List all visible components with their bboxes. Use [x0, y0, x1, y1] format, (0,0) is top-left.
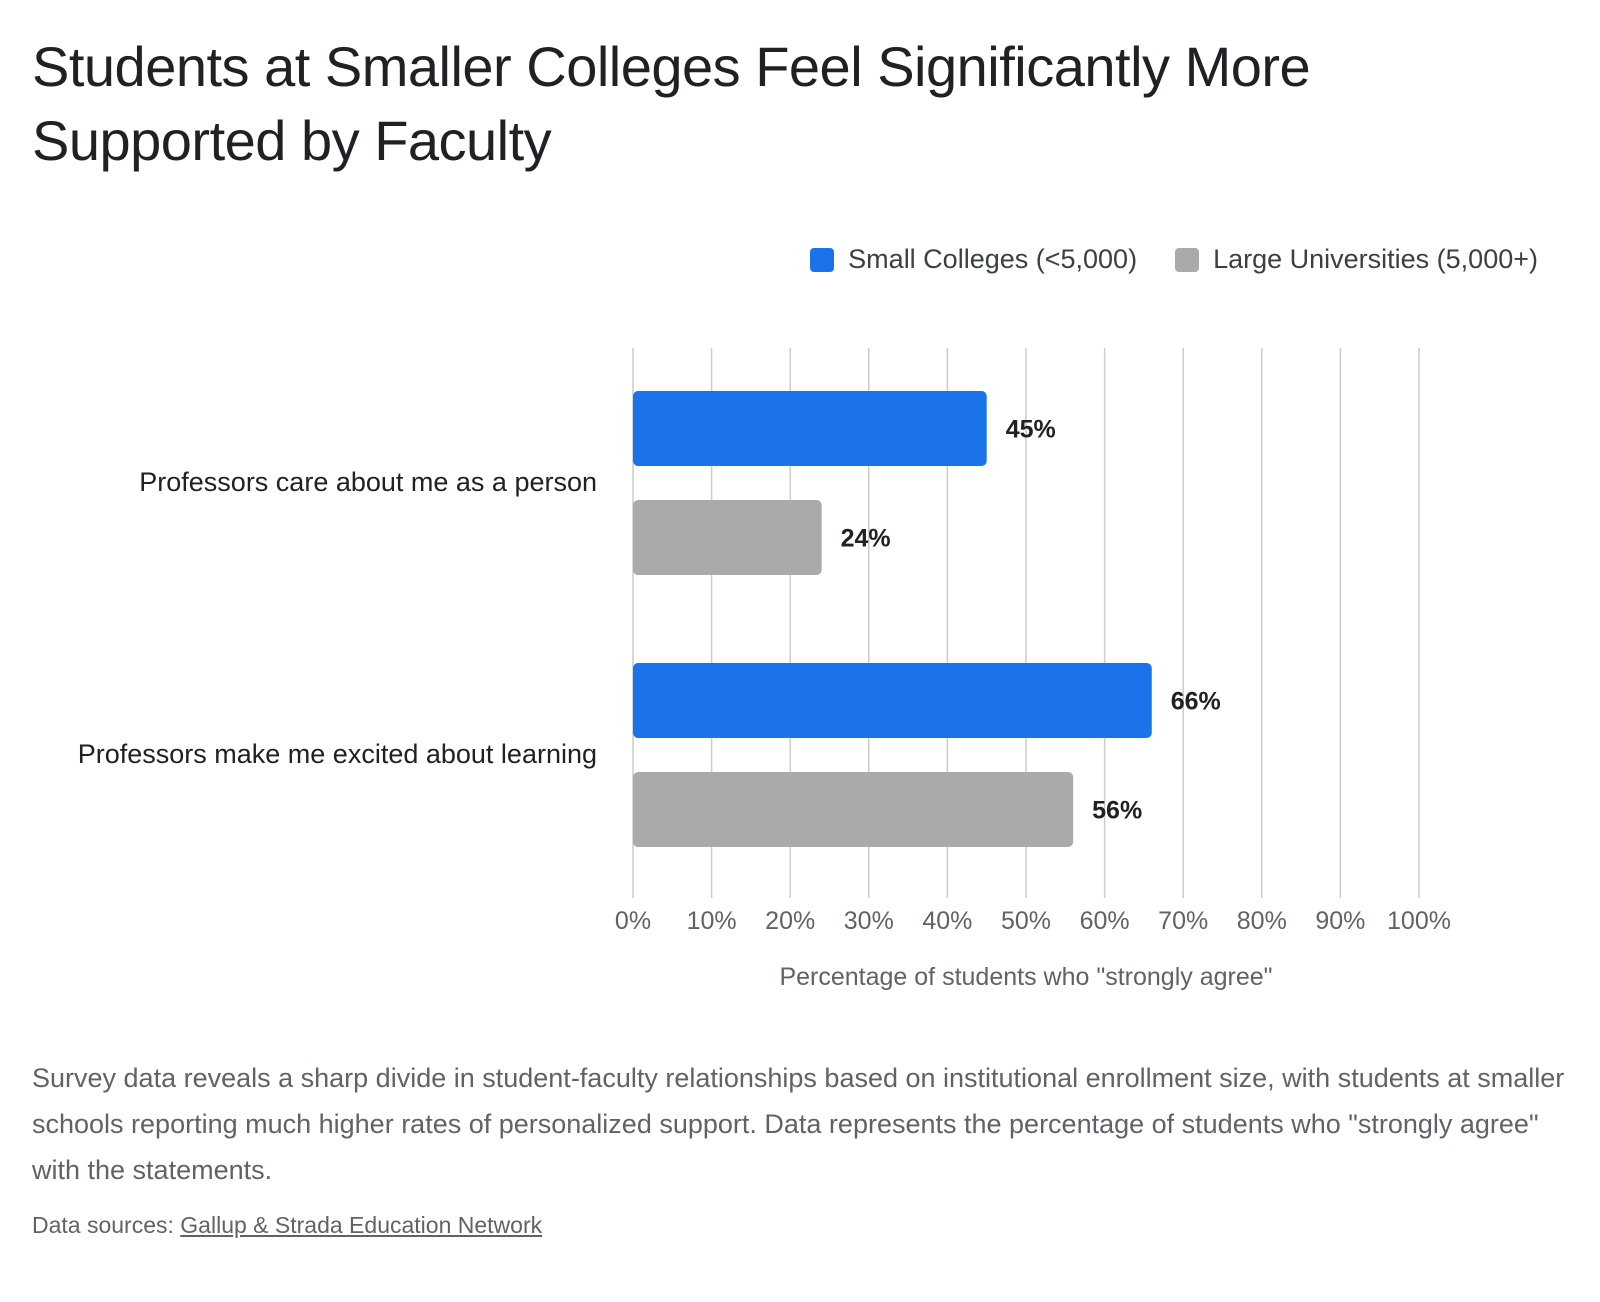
legend-item-small-colleges: Small Colleges (<5,000) [810, 244, 1137, 275]
legend-swatch-large-universities [1175, 247, 1200, 272]
x-tick-label: 30% [844, 907, 894, 935]
data-sources: Data sources: Gallup & Strada Education … [32, 1212, 542, 1239]
data-sources-link[interactable]: Gallup & Strada Education Network [180, 1212, 543, 1238]
x-axis-title: Percentage of students who "strongly agr… [779, 963, 1272, 991]
legend-label-small-colleges: Small Colleges (<5,000) [848, 244, 1138, 274]
x-tick-label: 20% [765, 907, 815, 935]
x-tick-label: 80% [1237, 907, 1287, 935]
data-label: 66% [1171, 688, 1221, 716]
bar [633, 391, 987, 466]
x-tick-label: 10% [687, 907, 737, 935]
category-label: Professors make me excited about learnin… [78, 739, 597, 769]
category-label: Professors care about me as a person [139, 467, 597, 497]
x-tick-label: 40% [922, 907, 972, 935]
x-tick-label: 60% [1080, 907, 1130, 935]
legend: Small Colleges (<5,000) Large Universiti… [810, 244, 1538, 275]
data-label: 24% [841, 525, 891, 553]
x-tick-label: 70% [1158, 907, 1208, 935]
bar [633, 500, 822, 575]
legend-item-large-universities: Large Universities (5,000+) [1175, 244, 1538, 275]
x-tick-label: 90% [1315, 907, 1365, 935]
legend-label-large-universities: Large Universities (5,000+) [1213, 244, 1538, 274]
x-tick-label: 50% [1001, 907, 1051, 935]
x-tick-label: 0% [615, 907, 651, 935]
bar [633, 772, 1074, 847]
data-label: 45% [1006, 416, 1056, 444]
legend-swatch-small-colleges [810, 247, 835, 272]
bar-chart: 0% 10% 20% 30% 40% 50% 60% 70% 80% 90% 100% 45% 24% P… [78, 348, 1451, 991]
chart-title: Students at Smaller Colleges Feel Signif… [32, 35, 1311, 172]
data-label: 56% [1092, 797, 1142, 825]
chart-description: Survey data reveals a sharp divide in st… [32, 1063, 1565, 1185]
bar [633, 663, 1152, 738]
data-sources-prefix: Data sources: [32, 1212, 174, 1238]
x-tick-label: 100% [1387, 907, 1451, 935]
